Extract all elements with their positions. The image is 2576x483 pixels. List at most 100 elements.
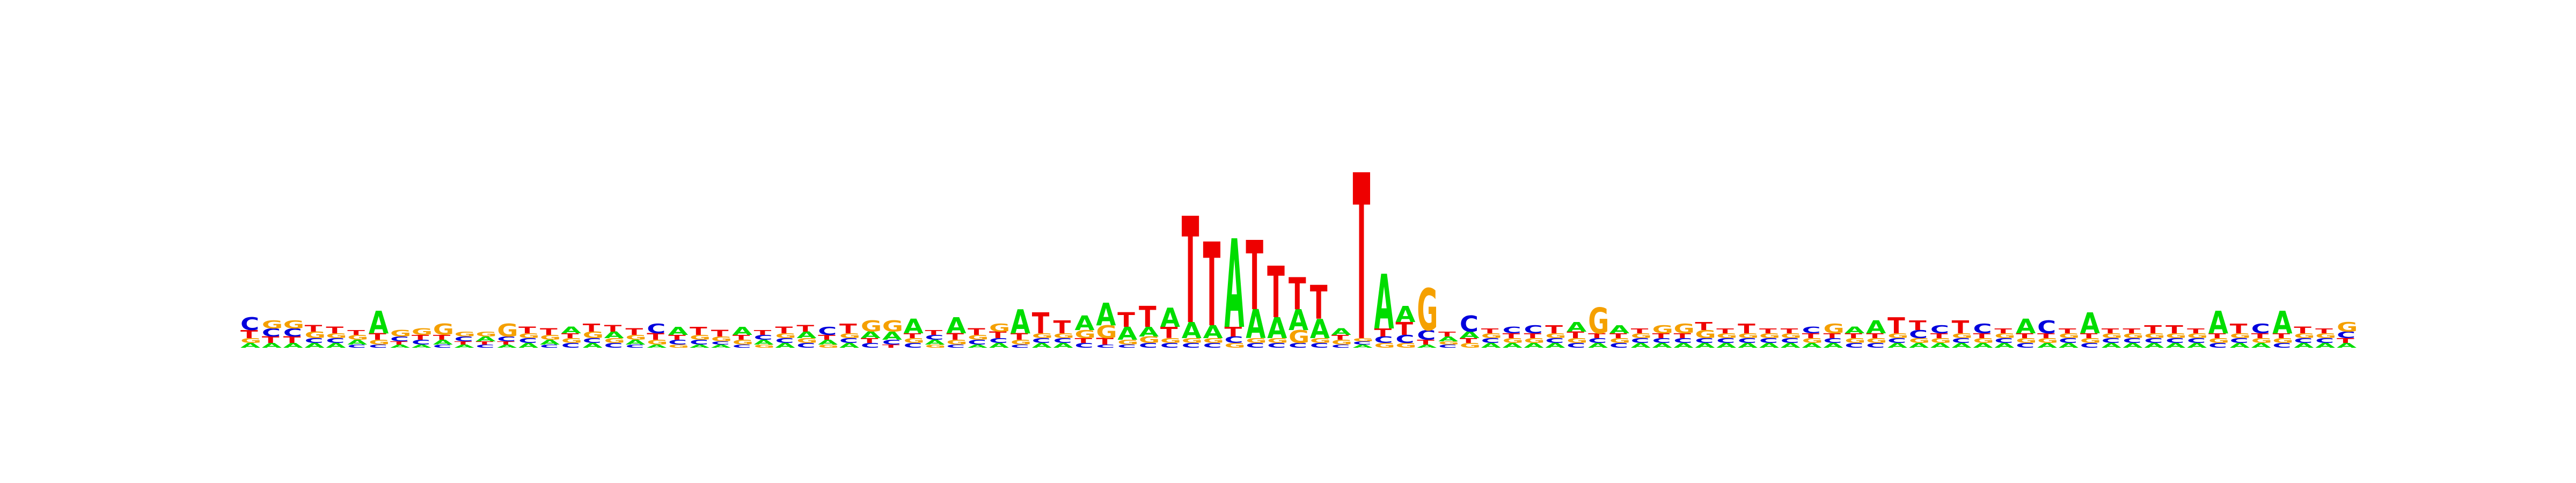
logo-letter: T <box>1716 327 1734 335</box>
logo-letter: G <box>390 328 411 339</box>
logo-letter: T <box>733 334 750 341</box>
logo-letter: A <box>1096 297 1116 333</box>
logo-letter: T <box>925 329 942 336</box>
logo-letter: C <box>733 344 751 349</box>
logo-letter: A <box>625 339 645 346</box>
logo-letter: C <box>1032 337 1051 345</box>
logo-letter: G <box>518 332 539 340</box>
logo-letter: C <box>1460 311 1479 337</box>
logo-letter: C <box>475 344 494 349</box>
logo-letter: A <box>2016 315 2036 338</box>
logo-letter: T <box>818 334 836 341</box>
logo-letter: C <box>904 342 923 349</box>
logo-letter: A <box>1053 342 1073 349</box>
logo-letter: C <box>305 337 324 345</box>
logo-letter: T <box>796 324 814 334</box>
logo-letter: C <box>2230 337 2249 345</box>
logo-letter: G <box>2144 332 2165 340</box>
logo-letter: C <box>2144 337 2163 345</box>
logo-letter: G <box>1930 337 1951 345</box>
logo-letter: A <box>1503 342 1523 349</box>
logo-letter: G <box>946 339 967 346</box>
logo-letter: A <box>518 342 538 349</box>
logo-letter: T <box>2208 332 2226 340</box>
logo-letter: G <box>604 337 625 345</box>
logo-letter: T <box>262 335 280 345</box>
logo-letter: A <box>1824 342 1843 349</box>
logo-letter: A <box>1374 259 1394 346</box>
logo-letter: G <box>1674 321 1695 336</box>
logo-letter: T <box>1417 339 1435 346</box>
logo-letter: T <box>2144 323 2162 336</box>
logo-letter: G <box>1866 337 1887 345</box>
logo-letter: C <box>347 344 366 349</box>
logo-letter: T <box>1952 317 1970 338</box>
logo-letter: G <box>369 339 390 346</box>
logo-letter: T <box>1331 334 1349 341</box>
logo-letter: A <box>968 344 988 349</box>
logo-letter: T <box>1053 317 1071 338</box>
logo-letter: G <box>1074 328 1095 341</box>
logo-letter: G <box>1845 337 1865 345</box>
logo-letter: A <box>861 330 881 340</box>
logo-letter: T <box>1374 326 1392 339</box>
logo-letter: G <box>1289 327 1309 347</box>
logo-letter: A <box>1952 342 1972 349</box>
logo-letter: T <box>1781 327 1798 335</box>
logo-letter: C <box>455 335 473 343</box>
logo-letter: C <box>1053 337 1072 345</box>
logo-letter: C <box>583 337 602 345</box>
logo-letter: G <box>1246 337 1267 345</box>
logo-letter: T <box>625 327 643 337</box>
logo-letter: T <box>433 334 451 341</box>
logo-letter: G <box>2230 332 2251 340</box>
logo-letter: A <box>1160 303 1180 333</box>
logo-letter: G <box>1011 339 1031 346</box>
logo-letter: A <box>647 344 667 349</box>
logo-letter: A <box>2102 342 2121 349</box>
logo-letter: A <box>1203 322 1223 342</box>
logo-letter: A <box>818 339 838 346</box>
logo-letter: A <box>1481 342 1501 349</box>
logo-letter: C <box>1310 342 1329 349</box>
logo-letter: G <box>647 339 668 346</box>
logo-letter: T <box>668 334 686 341</box>
logo-letter: G <box>455 331 475 338</box>
logo-letter: T <box>326 325 343 335</box>
logo-letter: G <box>1117 339 1138 346</box>
logo-letter: A <box>1353 344 1373 349</box>
logo-letter: C <box>2080 342 2099 349</box>
logo-letter: G <box>1716 332 1737 340</box>
logo-letter: T <box>2016 332 2033 340</box>
logo-letter: C <box>1203 342 1222 349</box>
logo-letter: G <box>1973 337 1994 345</box>
logo-letter: G <box>1353 338 1374 343</box>
logo-letter: C <box>2059 337 2077 345</box>
logo-letter: C <box>1524 323 1543 336</box>
logo-letter: A <box>1994 342 2014 349</box>
logo-letter: G <box>733 339 753 346</box>
logo-letter: G <box>625 334 646 341</box>
logo-letter: A <box>1674 342 1694 349</box>
logo-letter: T <box>1139 300 1157 333</box>
